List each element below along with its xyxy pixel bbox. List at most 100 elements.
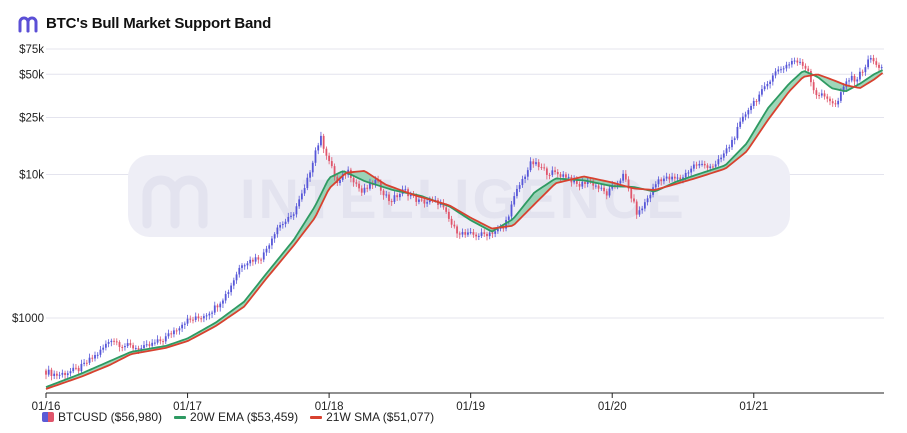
candle-body <box>211 312 213 314</box>
x-tick-label: 01/18 <box>315 401 344 413</box>
legend-item-ema[interactable]: 20W EMA ($53,459) <box>174 410 298 424</box>
candle-body <box>300 193 303 200</box>
candle-body <box>516 188 518 197</box>
candle-body <box>880 67 883 69</box>
candle-body <box>608 188 611 196</box>
candle-body <box>456 226 458 234</box>
candle-body <box>839 92 842 101</box>
candle-body <box>104 343 107 348</box>
candle-body <box>747 110 750 115</box>
candle-body <box>467 232 469 235</box>
candle-body <box>442 202 445 208</box>
candle-body <box>483 232 486 234</box>
candle-body <box>505 219 507 229</box>
candle-body <box>107 342 110 344</box>
candle-body <box>837 100 840 105</box>
candle-body <box>164 336 167 342</box>
candle-body <box>118 342 121 347</box>
candle-body <box>491 232 494 234</box>
candle-body <box>254 257 257 262</box>
candle-body <box>551 170 554 175</box>
candle-body <box>235 274 238 281</box>
sma-line-icon <box>310 415 323 419</box>
candle-body <box>796 60 799 63</box>
candle-body <box>47 369 50 375</box>
candle-body <box>292 214 295 216</box>
candle-body <box>409 194 412 197</box>
candle-body <box>352 177 355 183</box>
candle-body <box>793 60 796 62</box>
legend-item-btcusd[interactable]: BTCUSD ($56,980) <box>42 410 162 424</box>
candle-body <box>202 316 205 319</box>
candle-body <box>799 61 801 63</box>
candle-body <box>216 305 219 308</box>
candle-body <box>317 145 320 151</box>
candle-body <box>807 68 810 71</box>
candle-body <box>148 344 151 346</box>
candle-body <box>153 342 156 344</box>
candle-body <box>559 174 562 177</box>
candle-body <box>592 180 595 186</box>
candle-body <box>818 95 821 97</box>
candle-body <box>390 201 393 203</box>
candle-body <box>878 64 880 68</box>
candle-body <box>649 194 652 199</box>
candle-body <box>58 374 61 376</box>
candle-body <box>366 187 369 189</box>
page-title: BTC's Bull Market Support Band <box>46 14 272 32</box>
candle-body <box>464 232 467 235</box>
candle-body <box>581 181 584 187</box>
candle-body <box>584 181 586 185</box>
candle-body <box>322 135 325 149</box>
candle-body <box>766 83 769 87</box>
candle-body <box>447 211 450 219</box>
candle-body <box>638 210 641 215</box>
candle-body <box>181 324 184 329</box>
candle-body <box>600 187 603 189</box>
ema-line-icon <box>174 415 187 419</box>
candle-body <box>268 245 271 249</box>
candle-body <box>826 96 829 99</box>
candle-body <box>273 234 276 239</box>
candle-body <box>126 343 129 347</box>
candle-body <box>205 315 208 317</box>
candle-body <box>565 174 567 178</box>
candle-body <box>178 328 181 331</box>
candle-body <box>309 172 311 178</box>
candle-body <box>96 354 99 356</box>
candle-body <box>594 185 597 187</box>
candle-body <box>328 155 331 162</box>
candle-body <box>526 170 529 177</box>
candle-body <box>369 182 371 189</box>
candle-body <box>869 58 872 60</box>
candle-body <box>85 362 88 364</box>
candle-body <box>145 344 148 346</box>
candle-body <box>834 103 837 105</box>
candle-body <box>567 176 570 178</box>
candle-body <box>532 161 535 165</box>
legend-item-sma[interactable]: 21W SMA ($51,077) <box>310 410 434 424</box>
candle-body <box>418 199 420 202</box>
y-tick-label: $1000 <box>12 313 44 325</box>
legend-label-sma: 21W SMA ($51,077) <box>326 410 435 424</box>
candle-body <box>853 75 856 82</box>
candle-body <box>687 172 690 174</box>
candle-body <box>752 100 755 106</box>
candle-body <box>630 188 633 199</box>
watermark-logo-icon <box>142 175 208 229</box>
candle-body <box>496 228 499 232</box>
candle-body <box>603 187 605 192</box>
candle-body <box>518 185 521 189</box>
candle-body <box>842 86 845 93</box>
candle-body <box>175 330 178 332</box>
candle-body <box>848 80 850 82</box>
candle-body <box>750 105 752 111</box>
candle-body <box>246 263 249 266</box>
candle-body <box>423 199 426 204</box>
candle-body <box>785 64 788 69</box>
y-tick-label: $50k <box>19 69 44 81</box>
watermark: INTELLIGENCE <box>128 155 790 237</box>
candle-body <box>663 178 665 182</box>
candle-body <box>183 323 186 325</box>
candle-body <box>654 184 657 188</box>
